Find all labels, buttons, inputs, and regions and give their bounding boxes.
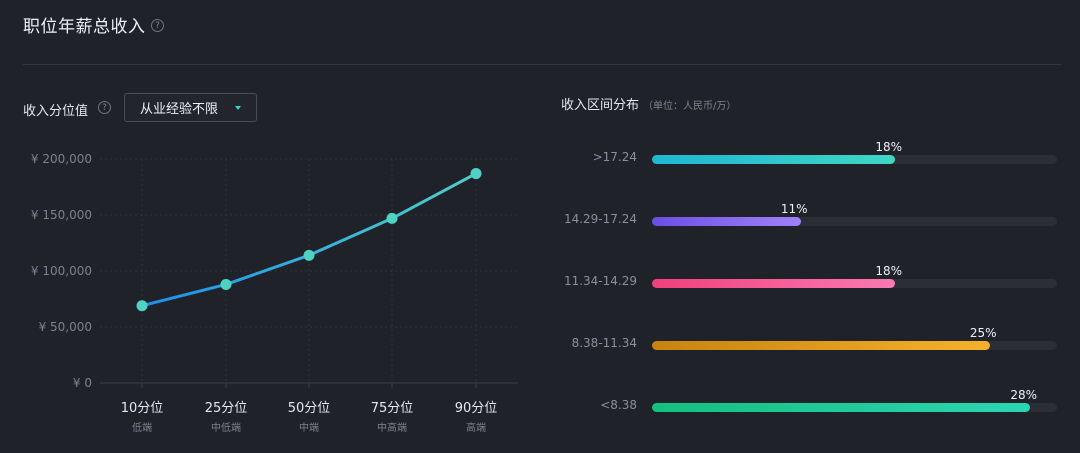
experience-select-value: 从业经验不限 <box>140 102 219 117</box>
title-help-icon[interactable]: ? <box>151 19 164 32</box>
x-tick-sublabel: 低端 <box>132 421 152 434</box>
bar-fill <box>652 403 1030 412</box>
bar-track: 25% <box>652 326 1057 350</box>
y-tick-label: ¥ 0 <box>73 376 92 390</box>
x-tick-sublabel: 高端 <box>466 421 486 434</box>
x-tick-label: 75分位 <box>371 401 414 416</box>
y-tick-label: ¥ 150,000 <box>31 208 92 222</box>
data-point[interactable] <box>386 212 398 224</box>
y-tick-label: ¥ 100,000 <box>31 264 92 278</box>
bar-value-label: 25% <box>969 326 997 340</box>
data-point[interactable] <box>470 168 482 180</box>
bar-track: 11% <box>652 202 1057 226</box>
bar-value-label: 11% <box>780 202 808 216</box>
x-tick-label: 10分位 <box>121 401 164 416</box>
bar-category-label: 14.29-17.24 <box>563 212 637 226</box>
x-tick-sublabel: 中高端 <box>377 421 407 434</box>
bar-value-label: 28% <box>1010 388 1037 402</box>
x-tick-label: 90分位 <box>455 401 498 416</box>
x-tick-label: 50分位 <box>288 401 331 416</box>
percentile-label: 收入分位值 <box>23 104 89 119</box>
bar-category-label: 8.38-11.34 <box>571 336 637 350</box>
bar-row[interactable]: 14.29-17.24 11% <box>540 202 1060 236</box>
bar-row[interactable]: <8.38 28% <box>540 388 1060 422</box>
bar-fill <box>652 155 895 164</box>
bar-category-label: >17.24 <box>592 150 637 164</box>
bar-row[interactable]: >17.24 18% <box>540 140 1060 174</box>
percentile-line-chart: ¥ 200,000 ¥ 150,000 ¥ 100,000 ¥ 50,000 ¥ 0 10… <box>31 152 518 434</box>
bar-row[interactable]: 11.34-14.29 18% <box>540 264 1060 298</box>
data-point[interactable] <box>303 249 315 261</box>
y-tick-label: ¥ 50,000 <box>39 320 92 334</box>
bar-fill <box>652 279 895 288</box>
bar-category-label: <8.38 <box>600 398 637 412</box>
x-tick-sublabel: 中低端 <box>211 421 241 434</box>
bar-category-label: 11.34-14.29 <box>563 274 637 288</box>
bar-row[interactable]: 8.38-11.34 25% <box>540 326 1060 360</box>
bar-track: 18% <box>652 264 1057 288</box>
x-tick-label: 25分位 <box>205 401 248 416</box>
header-divider <box>23 64 1061 65</box>
bar-track: 28% <box>652 388 1057 412</box>
data-point[interactable] <box>220 278 232 290</box>
percentile-help-icon[interactable]: ? <box>98 101 111 114</box>
experience-select[interactable]: 从业经验不限 <box>124 93 257 122</box>
distribution-unit: （单位：人民币/万） <box>643 101 737 112</box>
bar-track: 18% <box>652 140 1057 164</box>
bar-value-label: 18% <box>875 264 902 278</box>
chevron-down-icon <box>235 106 241 110</box>
distribution-title: 收入区间分布 （单位：人民币/万） <box>561 94 736 113</box>
page-title: 职位年薪总收入 <box>23 17 146 37</box>
distribution-title-text: 收入区间分布 <box>561 98 640 113</box>
y-tick-label: ¥ 200,000 <box>31 152 92 166</box>
bar-fill <box>652 217 801 226</box>
x-tick-sublabel: 中端 <box>299 421 319 434</box>
data-point[interactable] <box>136 300 148 312</box>
bar-fill <box>652 341 990 350</box>
bar-value-label: 18% <box>875 140 902 154</box>
